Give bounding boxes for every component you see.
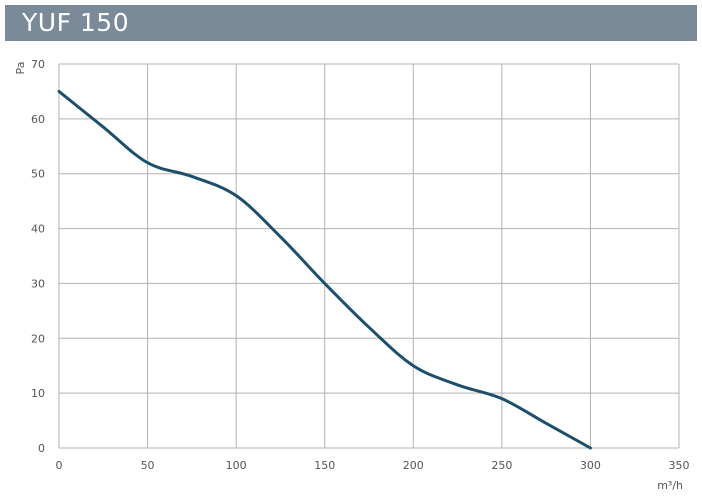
x-tick-label: 350 bbox=[669, 459, 690, 472]
y-tick-label: 20 bbox=[31, 332, 45, 345]
y-tick-label: 10 bbox=[31, 387, 45, 400]
x-tick-label: 100 bbox=[226, 459, 247, 472]
x-tick-label: 250 bbox=[491, 459, 512, 472]
y-tick-label: 70 bbox=[31, 58, 45, 71]
x-tick-label: 300 bbox=[580, 459, 601, 472]
x-tick-label: 0 bbox=[56, 459, 63, 472]
x-axis-ticks: 0 50 100 150 200 250 300 350 bbox=[56, 459, 690, 472]
y-tick-label: 40 bbox=[31, 223, 45, 236]
x-axis-label: m³/h bbox=[657, 479, 683, 492]
x-tick-label: 200 bbox=[403, 459, 424, 472]
y-axis-ticks: 0 10 20 30 40 50 60 70 bbox=[31, 58, 45, 455]
y-axis-label: Pa bbox=[14, 62, 27, 75]
x-tick-label: 50 bbox=[141, 459, 155, 472]
y-tick-label: 30 bbox=[31, 277, 45, 290]
pressure-curve bbox=[57, 89, 592, 450]
chart-title: YUF 150 bbox=[22, 8, 130, 37]
title-bar: YUF 150 bbox=[5, 5, 697, 41]
y-tick-label: 60 bbox=[31, 113, 45, 126]
y-tick-label: 0 bbox=[38, 442, 45, 455]
x-tick-label: 150 bbox=[314, 459, 335, 472]
y-tick-label: 50 bbox=[31, 168, 45, 181]
grid bbox=[58, 63, 680, 449]
